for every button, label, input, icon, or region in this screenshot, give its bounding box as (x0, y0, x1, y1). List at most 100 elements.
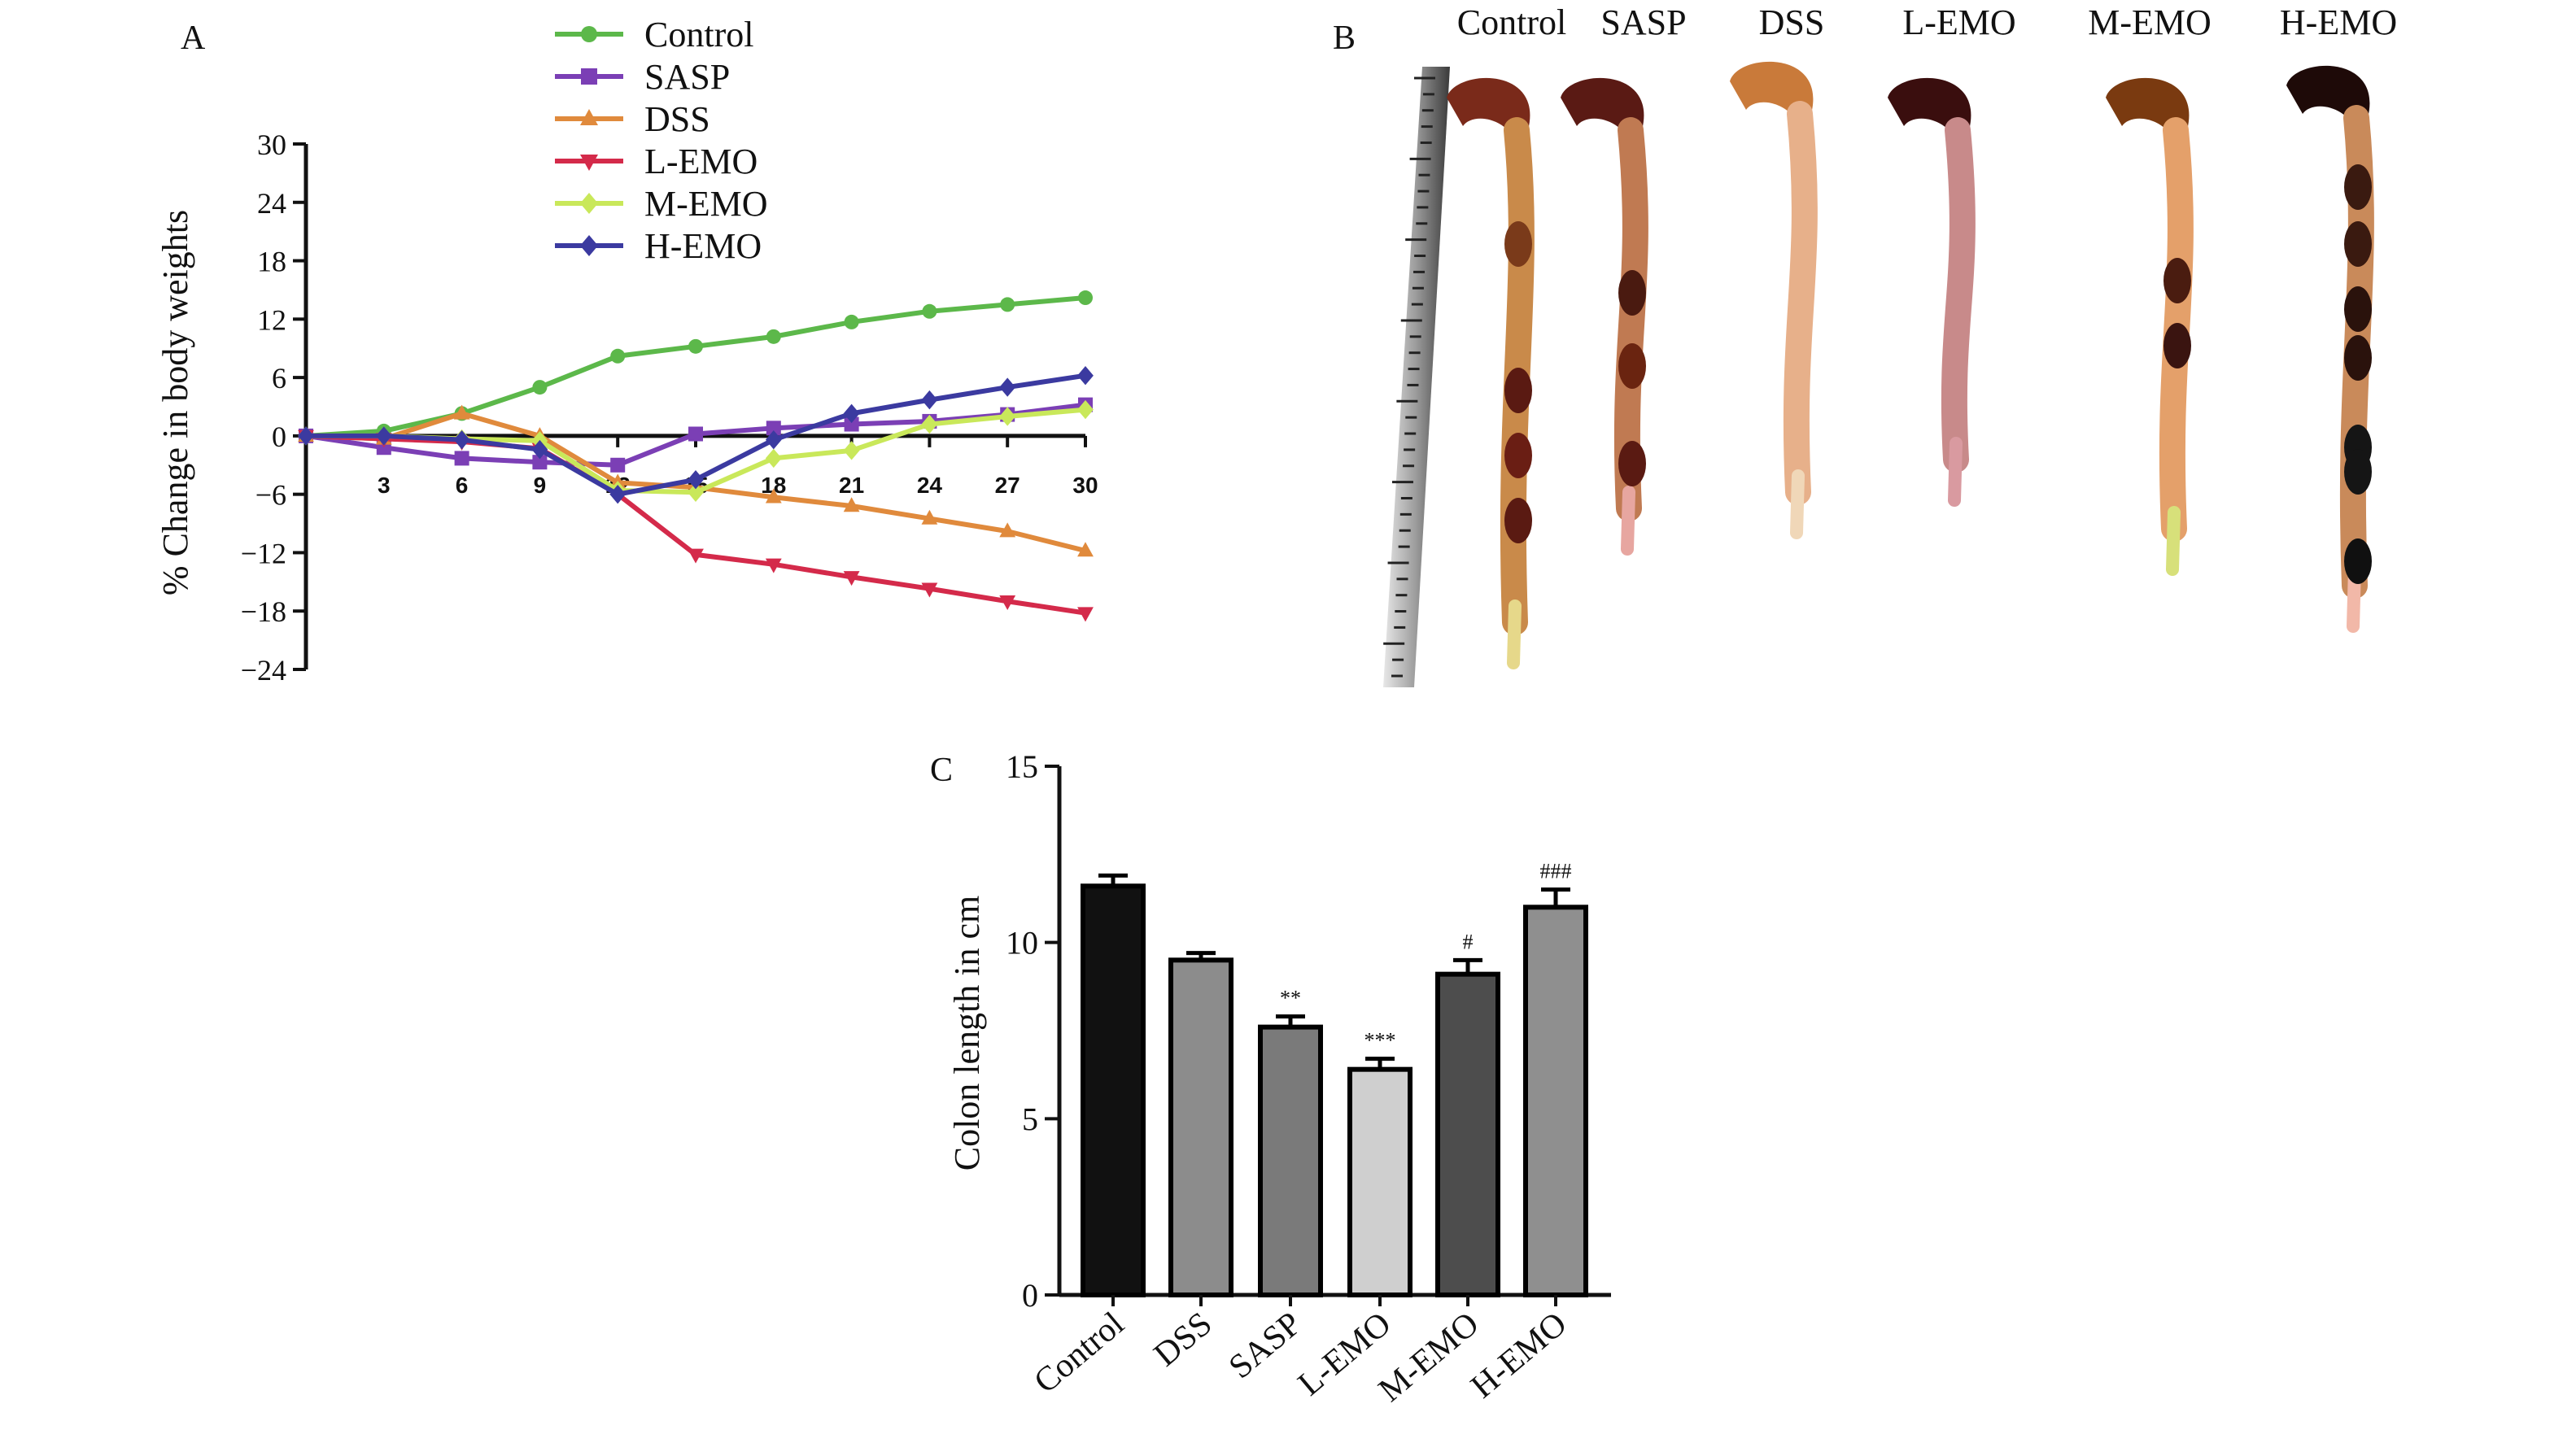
data-point-sasp (688, 426, 703, 442)
category-label-dss: DSS (1147, 1305, 1220, 1374)
colon-body (2159, 117, 2194, 542)
colon-stool-pellet (2344, 449, 2372, 495)
bar-dss (1168, 957, 1233, 1298)
data-point-h-emo (999, 377, 1016, 397)
colon-stool-pellet (1504, 433, 1532, 478)
chart-a-x-tick-label: 3 (378, 473, 391, 498)
colon-stool-pellet (1504, 498, 1532, 543)
data-point-control (844, 314, 859, 329)
colon-specimen-sasp (1561, 77, 1648, 556)
data-point-dss (453, 404, 470, 420)
chart-a-x-tick-label: 24 (917, 473, 943, 498)
data-point-sasp (844, 416, 859, 432)
ruler-ticks (1383, 76, 1435, 678)
chart-a-x-tick-label: 30 (1072, 473, 1098, 498)
photo-label-l-emo: L-EMO (1902, 2, 2015, 42)
colon-rectum (2166, 506, 2181, 576)
colon-rectum (1948, 437, 1963, 507)
colon-stool-pellet (2163, 323, 2191, 368)
data-point-h-emo (843, 403, 860, 424)
body-weight-line-chart: % Change in body weights 30 24 18 12 6 0 −6 −12… (155, 15, 1098, 687)
significance-label-m-emo: # (1463, 930, 1474, 953)
chart-a-series (298, 290, 1094, 622)
photo-label-control: Control (1457, 2, 1566, 42)
significance-label-sasp: ** (1280, 987, 1301, 1010)
colon-rectum (1790, 469, 1805, 539)
chart-a-x-tick-label: 21 (839, 473, 864, 498)
colon-stool-pellet (1618, 441, 1646, 486)
legend-label-control: Control (644, 15, 753, 54)
colon-stool-pellet (2344, 164, 2372, 210)
chart-a-x-tick-label: 27 (995, 473, 1020, 498)
colon-body (1941, 117, 1976, 473)
data-point-dss (921, 509, 938, 525)
data-point-h-emo (765, 429, 782, 450)
chart-a-y-tick-label: −18 (241, 595, 286, 628)
chart-c-y-tick-label: 15 (1006, 748, 1038, 785)
chart-c-y-ticks: 0 5 10 15 (1006, 748, 1059, 1314)
chart-a-x-tick-label: 9 (534, 473, 547, 498)
data-point-m-emo (1077, 399, 1094, 420)
chart-c-y-tick-label: 5 (1022, 1101, 1038, 1137)
series-line-control (305, 295, 1086, 438)
chart-a-y-tick-label: 6 (272, 362, 286, 395)
colon-rectum (1621, 486, 1635, 556)
chart-a-y-tick-label: 30 (257, 129, 286, 161)
chart-a-y-tick-label: 12 (257, 303, 286, 336)
photo-label-h-emo: H-EMO (2280, 2, 2397, 42)
colon-specimen-h-emo (2286, 65, 2374, 633)
data-point-m-emo (765, 448, 782, 469)
colon-rectum (1507, 599, 1522, 669)
colon-specimens (1447, 61, 2374, 669)
data-point-h-emo (1077, 366, 1094, 386)
bar-l-emo (1347, 1066, 1412, 1297)
data-point-control (610, 348, 626, 364)
colon-stool-pellet (2344, 538, 2372, 584)
colon-stool-pellet (2163, 258, 2191, 303)
bar-h-emo (1523, 905, 1588, 1298)
colon-stool-pellet (1618, 270, 1646, 316)
bar-sasp (1258, 1024, 1323, 1297)
colon-photograph: Control SASP DSS L-EMO M-EMO H-EMO (1383, 2, 2397, 687)
data-point-h-emo (688, 470, 704, 490)
significance-label-h-emo: ### (1540, 860, 1572, 883)
data-point-sasp (454, 451, 469, 466)
colon-stool-pellet (1504, 221, 1532, 267)
chart-c-y-tick-label: 10 (1006, 925, 1038, 961)
photo-labels: Control SASP DSS L-EMO M-EMO H-EMO (1457, 2, 2397, 42)
colon-stool-pellet (1504, 368, 1532, 413)
colon-stool-pellet (2344, 221, 2372, 267)
photo-label-dss: DSS (1759, 2, 1825, 42)
colon-body (1783, 101, 1818, 505)
data-point-m-emo (999, 407, 1016, 426)
panel-letter-b: B (1333, 20, 1356, 57)
panel-letter-a: A (181, 20, 206, 57)
legend-marker-control (581, 26, 597, 42)
chart-a-y-tick-label: 18 (257, 246, 286, 278)
data-point-control (766, 329, 781, 344)
photo-label-m-emo: M-EMO (2088, 2, 2212, 42)
legend-marker-dss (580, 109, 598, 125)
colon-specimen-l-emo (1888, 77, 1976, 507)
data-point-sasp (532, 455, 548, 470)
colon-specimen-dss (1730, 61, 1818, 539)
legend-marker-h-emo (580, 235, 598, 256)
data-point-h-emo (921, 390, 938, 410)
category-label-control: Control (1028, 1305, 1132, 1401)
data-point-sasp (766, 421, 781, 436)
chart-a-y-tick-label: −6 (255, 479, 286, 512)
data-point-dss (999, 522, 1016, 538)
bar-m-emo (1435, 971, 1500, 1297)
significance-label-l-emo: *** (1364, 1029, 1396, 1053)
colon-specimen-m-emo (2106, 77, 2194, 576)
legend-label-l-emo: L-EMO (644, 142, 758, 181)
legend-label-h-emo: H-EMO (644, 226, 762, 266)
chart-a-y-tick-label: −12 (241, 537, 286, 569)
category-label-m-emo: M-EMO (1372, 1305, 1486, 1409)
data-point-control (532, 380, 548, 395)
chart-c-y-tick-label: 0 (1022, 1277, 1038, 1314)
